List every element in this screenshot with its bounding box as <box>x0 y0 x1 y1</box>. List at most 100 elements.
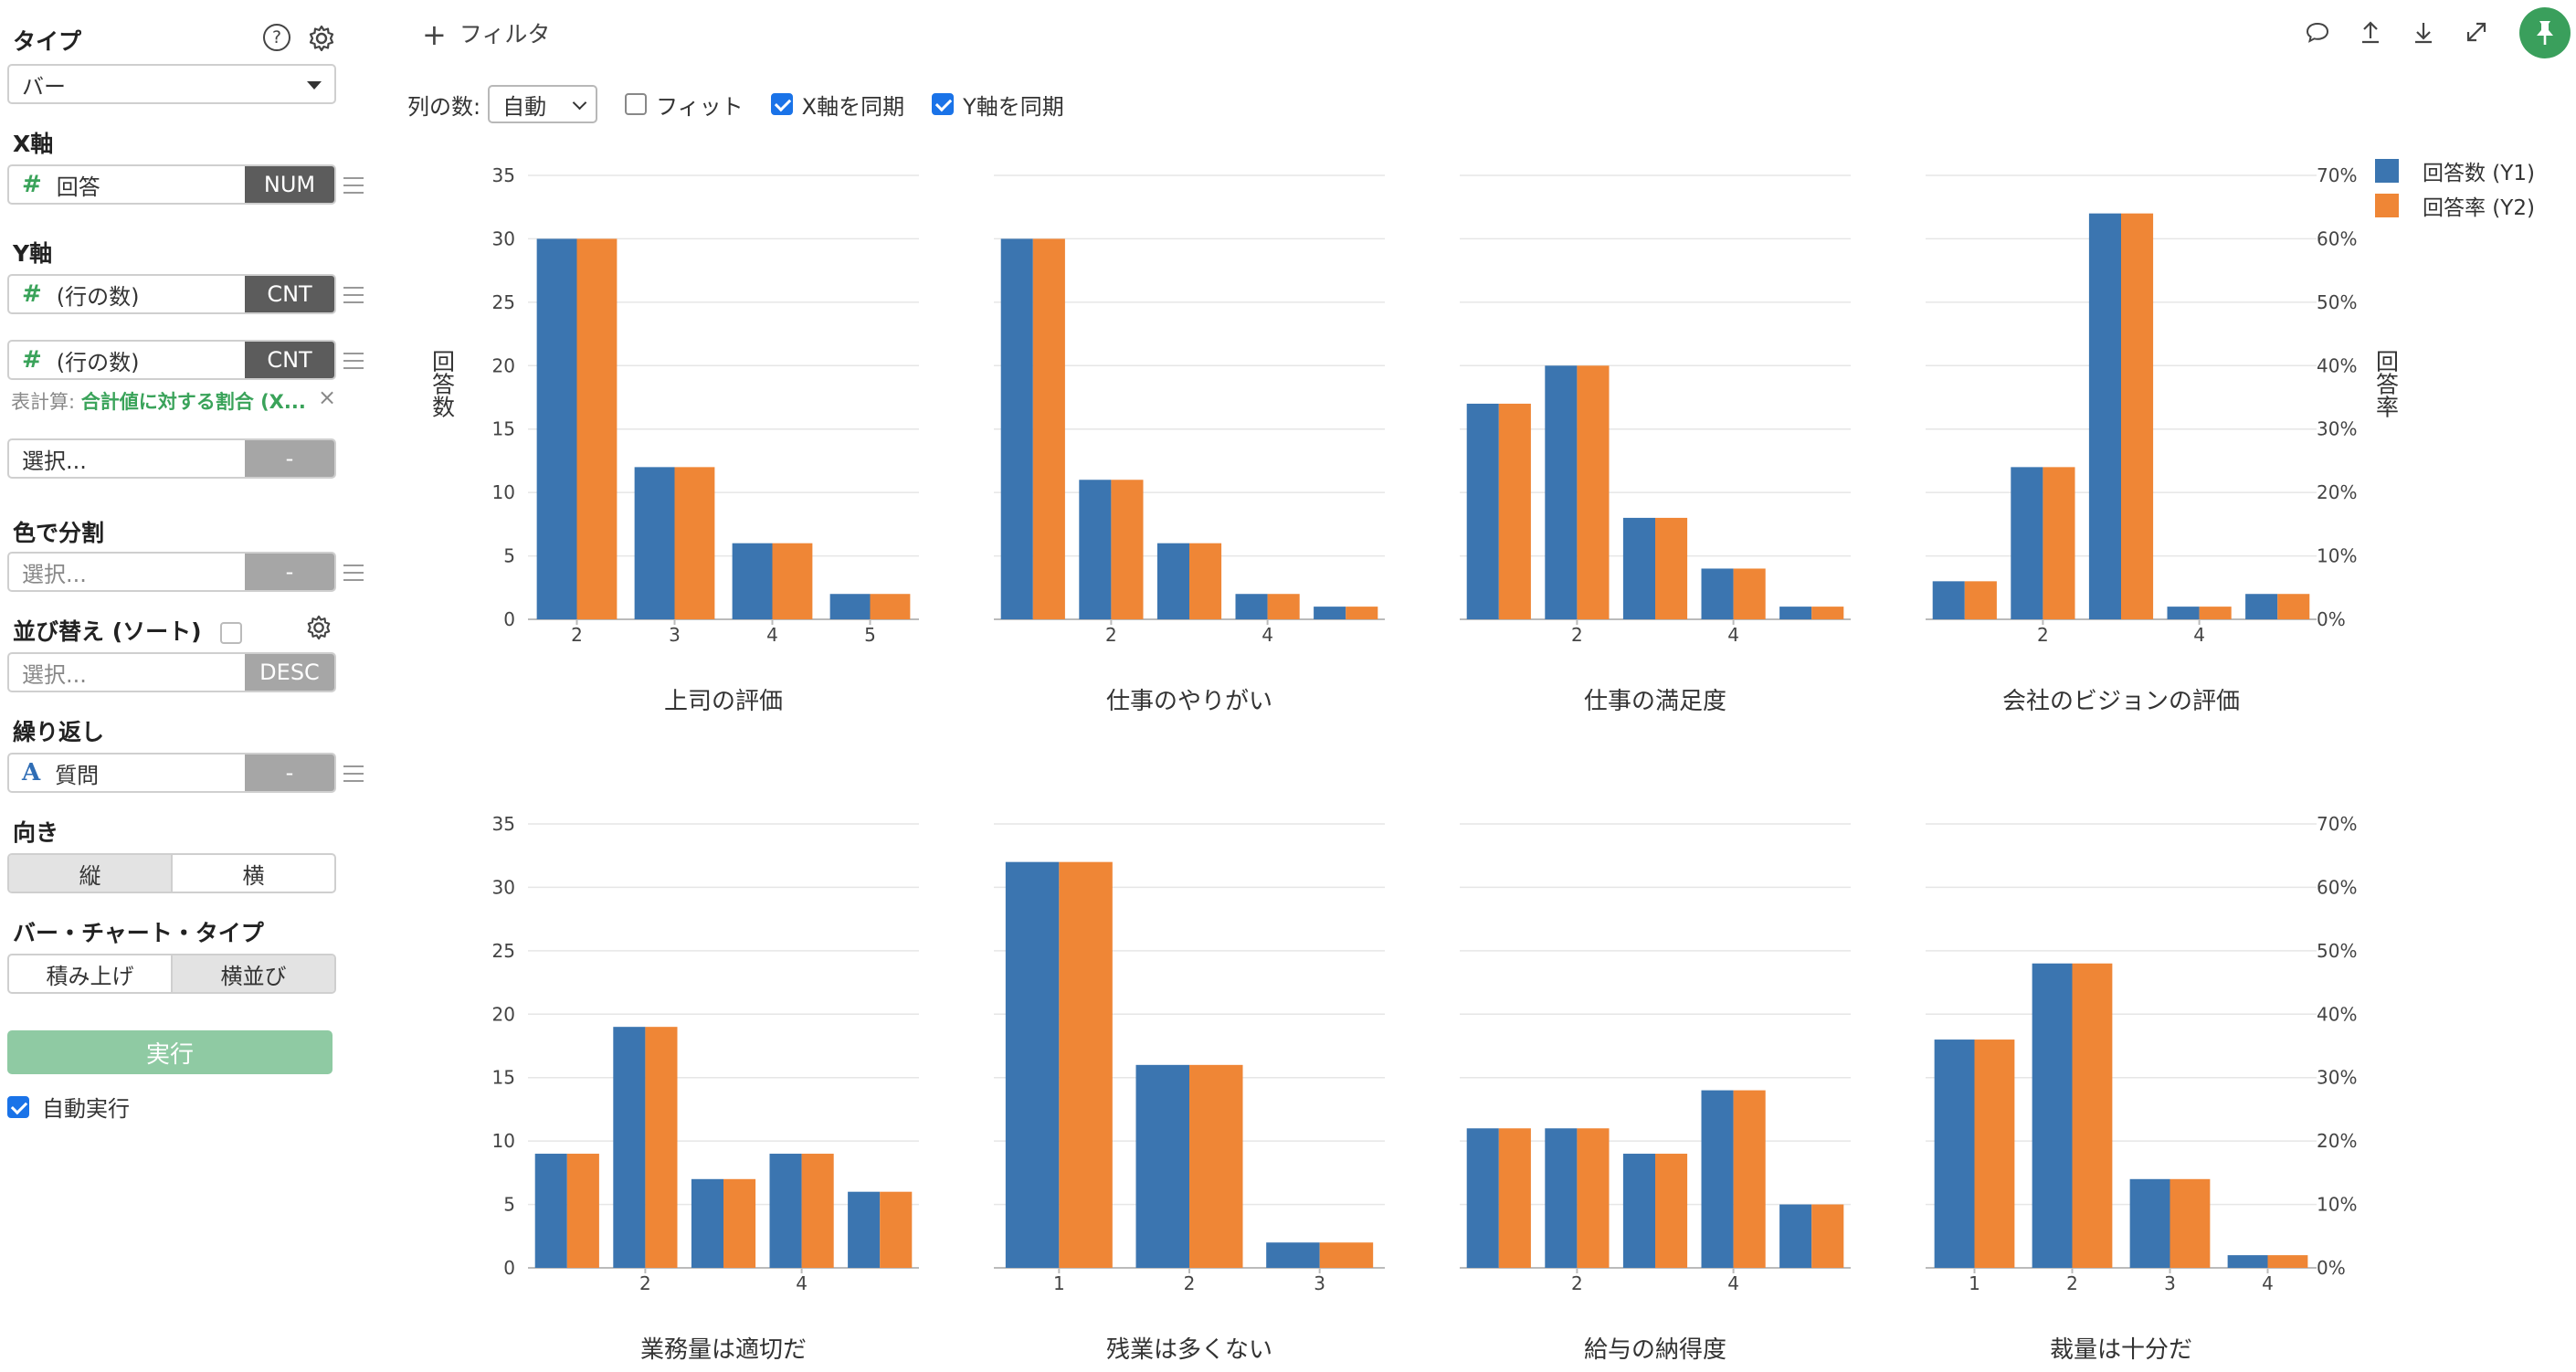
bar-y1 <box>1314 607 1346 619</box>
bar-y1 <box>1079 480 1112 619</box>
upload-icon[interactable] <box>2357 18 2384 46</box>
y-axis-tick-label: 35 <box>492 164 515 186</box>
expand-icon[interactable] <box>2463 18 2490 46</box>
x-axis-tick-label: 2 <box>1184 1272 1196 1294</box>
bar-y2 <box>576 238 618 619</box>
y-axis-field-name: (行の数) <box>56 283 140 310</box>
bar-y1 <box>1466 403 1499 619</box>
bar-y1 <box>1932 581 1965 619</box>
auto-run-label: 自動実行 <box>42 1096 130 1122</box>
bar-y1 <box>1466 1128 1499 1268</box>
drag-handle-icon[interactable] <box>343 565 364 581</box>
orientation-toggle: 縦 横 <box>7 853 336 893</box>
sort-order-tag[interactable]: DESC <box>245 654 334 691</box>
chart-type-select[interactable]: バー <box>7 64 336 104</box>
bar-y1 <box>2011 467 2043 619</box>
bar-type-grouped-option[interactable]: 横並び <box>171 955 334 992</box>
chart-type-value: バー <box>22 73 66 100</box>
color-split-field[interactable]: 選択... - <box>7 552 336 592</box>
bar-type-stacked-option[interactable]: 積み上げ <box>46 963 134 989</box>
legend-item-y1[interactable]: 回答数 (Y1) <box>2375 153 2535 188</box>
caret-down-icon <box>307 81 322 90</box>
y-axis-field-2[interactable]: # (行の数) CNT <box>7 340 336 380</box>
bar-y1 <box>2227 1255 2268 1268</box>
drag-handle-icon[interactable] <box>343 765 364 782</box>
drag-handle-icon[interactable] <box>343 287 364 303</box>
download-icon[interactable] <box>2410 18 2437 46</box>
x-axis-tick-label: 2 <box>571 624 583 646</box>
gear-icon[interactable] <box>307 24 336 53</box>
pin-button[interactable] <box>2519 7 2571 58</box>
orientation-vertical-option[interactable]: 縦 <box>9 855 171 892</box>
table-calc-info[interactable]: 表計算: 合計値に対する割合 (X... <box>11 387 306 415</box>
y2-axis-tick-label: 10% <box>2317 1194 2357 1216</box>
panel-title: 会社のビジョンの評価 <box>2002 688 2240 715</box>
close-icon[interactable]: × <box>318 385 337 410</box>
fit-option[interactable]: フィット <box>625 89 744 121</box>
y-axis-agg-tag[interactable]: CNT <box>245 276 334 312</box>
bar-y1 <box>1266 1242 1320 1268</box>
x-axis-tick-label: 1 <box>1969 1272 1980 1294</box>
auto-run-checkbox[interactable] <box>7 1095 29 1118</box>
y-axis-field-1[interactable]: # (行の数) CNT <box>7 274 336 314</box>
y-axis-tick-label: 10 <box>492 481 515 503</box>
y-axis-add-field[interactable]: 選択... - <box>7 438 336 479</box>
comment-icon[interactable] <box>2304 18 2331 46</box>
bar-y2 <box>1811 607 1844 619</box>
gear-icon[interactable] <box>305 614 333 641</box>
drag-handle-icon[interactable] <box>343 353 364 369</box>
sort-field[interactable]: 選択... DESC <box>7 652 336 692</box>
bar-y1 <box>1779 1204 1812 1268</box>
bar-y1 <box>691 1178 723 1268</box>
sync-y-checkbox[interactable] <box>932 93 955 115</box>
columns-value: 自動 <box>502 93 547 120</box>
bar-y1 <box>634 467 675 619</box>
orientation-horizontal-option[interactable]: 横 <box>171 855 334 892</box>
run-button[interactable]: 実行 <box>7 1030 333 1074</box>
y2-axis-tick-label: 30% <box>2317 1067 2357 1089</box>
y-axis-add-tag[interactable]: - <box>245 440 334 477</box>
bar-y2 <box>2043 467 2075 619</box>
color-split-title: 色で分割 <box>13 520 105 546</box>
bar-type-title: バー・チャート・タイプ <box>13 920 264 946</box>
table-calc-label: 表計算: <box>11 391 76 413</box>
sync-y-option[interactable]: Y軸を同期 <box>932 89 1064 121</box>
bar-y1 <box>1622 1154 1655 1268</box>
sort-checkbox[interactable] <box>220 622 243 644</box>
plus-icon: + <box>422 17 447 52</box>
help-icon[interactable]: ? <box>263 24 290 51</box>
bar-y2 <box>1189 1064 1243 1268</box>
y2-axis-tick-label: 70% <box>2317 813 2357 835</box>
y-axis-tick-label: 30 <box>492 227 515 249</box>
x-axis-agg-tag[interactable]: NUM <box>245 166 334 203</box>
repeat-field[interactable]: A 質問 - <box>7 753 336 793</box>
panel-title: 残業は多くない <box>1106 1336 1272 1364</box>
bar-y2 <box>1733 1090 1766 1268</box>
panel-title: 給与の納得度 <box>1584 1336 1726 1364</box>
columns-select[interactable]: 自動 <box>488 85 598 123</box>
y-axis-agg-tag[interactable]: CNT <box>245 342 334 378</box>
y-axis-title: 回答数 <box>429 350 456 418</box>
auto-run-option[interactable]: 自動実行 <box>7 1091 130 1123</box>
bar-y1 <box>769 1154 802 1268</box>
add-filter-button[interactable]: + フィルタ <box>422 16 550 52</box>
bar-y1 <box>613 1027 646 1268</box>
fit-checkbox[interactable] <box>625 93 648 115</box>
legend-item-y2[interactable]: 回答率 (Y2) <box>2375 188 2535 223</box>
y-axis-tick-label: 15 <box>492 418 515 440</box>
legend-label-y1: 回答数 (Y1) <box>2423 162 2535 185</box>
y2-axis-tick-label: 0% <box>2317 608 2346 630</box>
x-axis-field[interactable]: # 回答 NUM <box>7 164 336 205</box>
repeat-tag[interactable]: - <box>245 755 334 791</box>
y-axis-tick-label: 0 <box>503 608 515 630</box>
sync-x-option[interactable]: X軸を同期 <box>770 89 904 121</box>
bar-y1 <box>1701 1090 1734 1268</box>
bar-y1 <box>534 1154 567 1268</box>
bar-y2 <box>1733 568 1766 619</box>
bar-y1 <box>2088 213 2121 619</box>
panel-title: 業務量は適切だ <box>640 1336 807 1364</box>
drag-handle-icon[interactable] <box>343 177 364 194</box>
color-split-tag[interactable]: - <box>245 554 334 590</box>
sync-x-checkbox[interactable] <box>770 93 793 115</box>
